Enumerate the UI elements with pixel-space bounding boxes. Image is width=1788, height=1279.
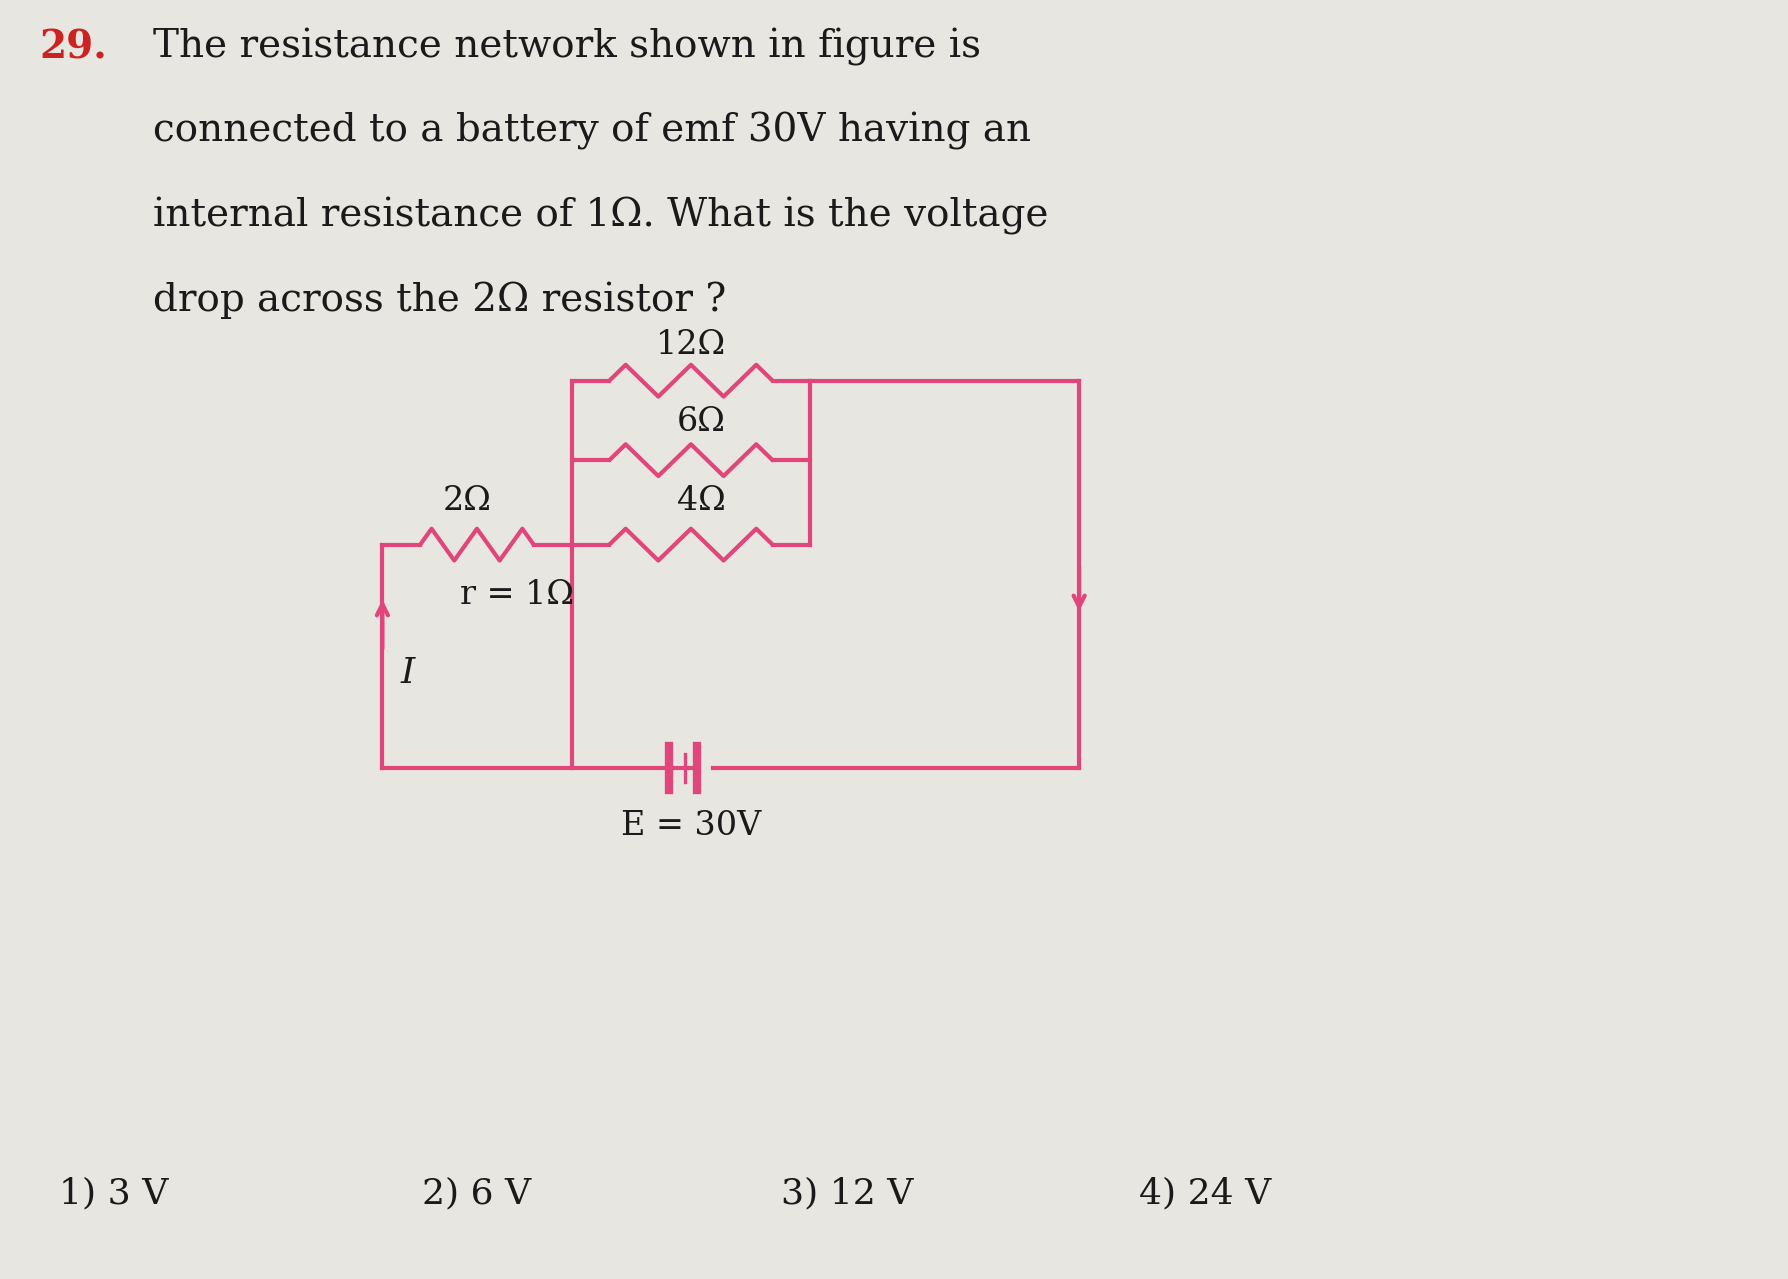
Text: 1) 3 V: 1) 3 V xyxy=(59,1177,168,1210)
Text: I: I xyxy=(401,656,415,691)
Text: connected to a battery of emf 30V having an: connected to a battery of emf 30V having… xyxy=(154,113,1032,151)
Text: 3) 12 V: 3) 12 V xyxy=(781,1177,914,1210)
Text: The resistance network shown in figure is: The resistance network shown in figure i… xyxy=(154,28,982,67)
Text: drop across the 2Ω resistor ?: drop across the 2Ω resistor ? xyxy=(154,281,726,318)
Text: 4Ω: 4Ω xyxy=(676,485,726,517)
Text: 6Ω: 6Ω xyxy=(676,407,726,439)
Text: 29.: 29. xyxy=(39,28,107,67)
Text: 2) 6 V: 2) 6 V xyxy=(422,1177,531,1210)
Text: internal resistance of 1Ω. What is the voltage: internal resistance of 1Ω. What is the v… xyxy=(154,197,1050,235)
Text: 2Ω: 2Ω xyxy=(443,485,492,517)
Text: r = 1Ω: r = 1Ω xyxy=(460,579,574,611)
Text: 4) 24 V: 4) 24 V xyxy=(1139,1177,1271,1210)
Text: 12Ω: 12Ω xyxy=(656,329,726,361)
Text: E = 30V: E = 30V xyxy=(620,810,762,842)
